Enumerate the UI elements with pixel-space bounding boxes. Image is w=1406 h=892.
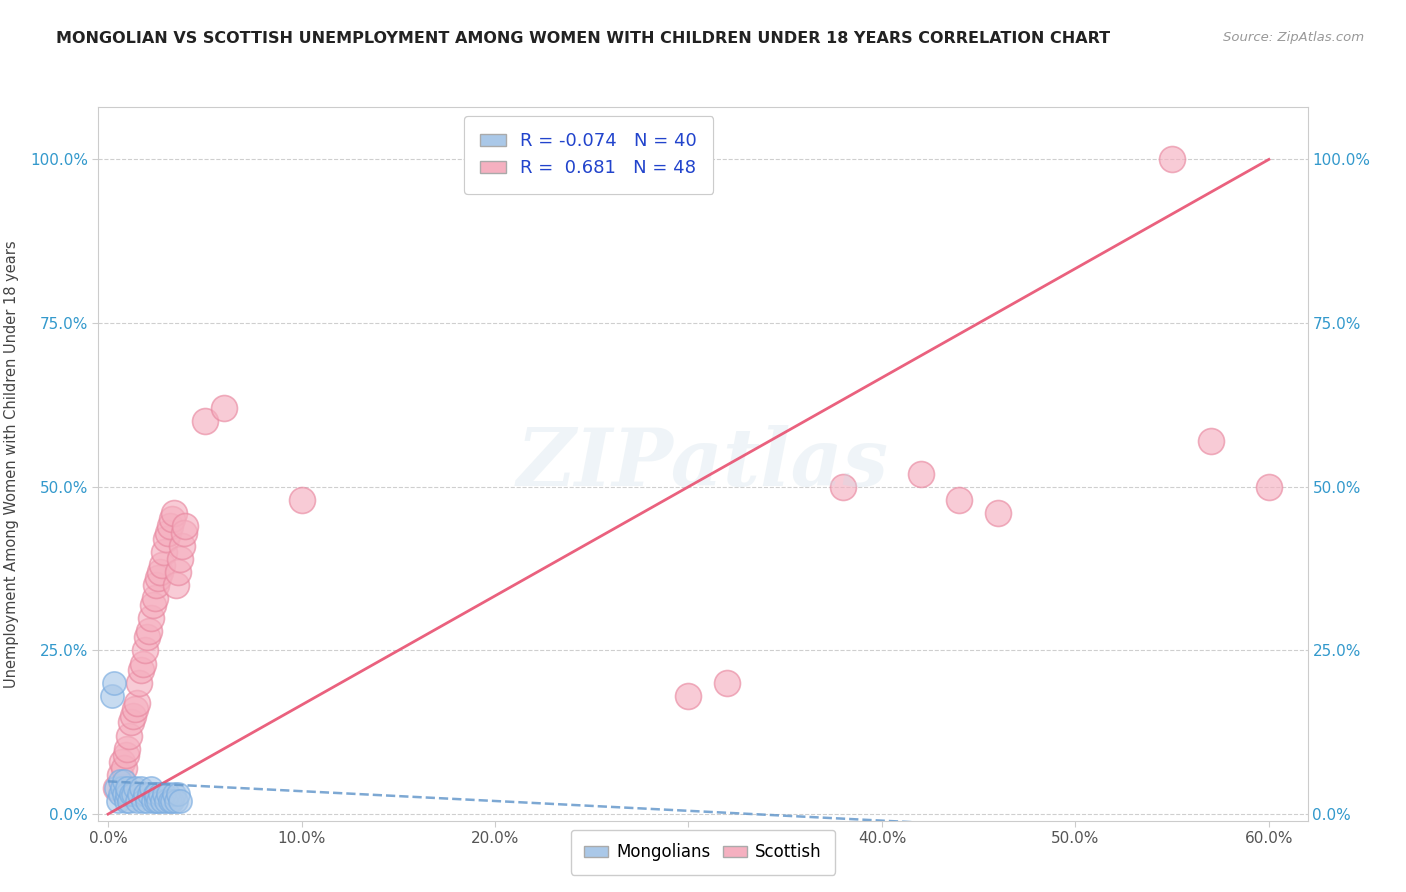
Point [108, 788, 131, 802]
Point [117, 788, 139, 802]
Point [160, 512, 183, 526]
Point [118, 794, 141, 808]
Point [153, 545, 176, 559]
Point [150, 794, 173, 808]
Point [149, 565, 172, 579]
Point [120, 788, 142, 802]
Point [166, 565, 188, 579]
Point [139, 780, 162, 795]
Point [117, 780, 139, 795]
Point [108, 768, 131, 782]
Point [138, 624, 160, 638]
Point [124, 780, 146, 795]
Point [114, 748, 136, 763]
Point [678, 690, 700, 704]
Point [716, 676, 738, 690]
Point [832, 480, 855, 494]
Point [153, 788, 176, 802]
Point [155, 532, 177, 546]
Point [118, 729, 141, 743]
Point [166, 788, 188, 802]
Point [135, 794, 157, 808]
Point [122, 709, 145, 723]
Point [132, 794, 155, 808]
Text: ZIPatlas: ZIPatlas [517, 425, 889, 502]
Legend: Mongolians, Scottish: Mongolians, Scottish [571, 830, 835, 875]
Point [1199, 434, 1222, 448]
Point [163, 506, 186, 520]
Y-axis label: Unemployment Among Women with Children Under 18 years: Unemployment Among Women with Children U… [4, 240, 18, 688]
Point [165, 794, 187, 808]
Point [157, 788, 180, 802]
Point [948, 492, 970, 507]
Point [142, 598, 165, 612]
Point [127, 696, 149, 710]
Point [1257, 480, 1279, 494]
Point [107, 794, 129, 808]
Point [142, 794, 165, 808]
Point [160, 794, 183, 808]
Point [129, 780, 152, 795]
Point [1161, 153, 1184, 167]
Point [165, 578, 187, 592]
Point [112, 788, 135, 802]
Point [134, 643, 156, 657]
Point [143, 788, 166, 802]
Text: MONGOLIAN VS SCOTTISH UNEMPLOYMENT AMONG WOMEN WITH CHILDREN UNDER 18 YEARS CORR: MONGOLIAN VS SCOTTISH UNEMPLOYMENT AMONG… [56, 31, 1111, 46]
Point [104, 780, 127, 795]
Point [169, 551, 191, 566]
Point [150, 558, 173, 573]
Point [169, 794, 191, 808]
Legend: R = -0.074   N = 40, R =  0.681   N = 48: R = -0.074 N = 40, R = 0.681 N = 48 [464, 116, 713, 194]
Point [155, 794, 177, 808]
Point [129, 663, 152, 677]
Point [139, 610, 162, 624]
Point [149, 788, 172, 802]
Point [145, 788, 167, 802]
Point [148, 571, 170, 585]
Point [143, 591, 166, 605]
Point [127, 794, 149, 808]
Point [290, 492, 312, 507]
Point [128, 788, 150, 802]
Point [987, 506, 1010, 520]
Point [120, 715, 142, 730]
Point [173, 525, 195, 540]
Point [138, 788, 160, 802]
Text: Source: ZipAtlas.com: Source: ZipAtlas.com [1223, 31, 1364, 45]
Point [159, 519, 181, 533]
Point [910, 467, 932, 481]
Point [112, 774, 135, 789]
Point [174, 519, 197, 533]
Point [114, 794, 136, 808]
Point [111, 755, 134, 769]
Point [117, 741, 139, 756]
Point [163, 788, 186, 802]
Point [145, 794, 167, 808]
Point [212, 401, 235, 416]
Point [145, 578, 167, 592]
Point [111, 780, 134, 795]
Point [103, 676, 125, 690]
Point [134, 788, 156, 802]
Point [101, 690, 124, 704]
Point [108, 774, 131, 789]
Point [157, 525, 180, 540]
Point [135, 630, 157, 644]
Point [104, 780, 127, 795]
Point [122, 788, 145, 802]
Point [112, 761, 135, 775]
Point [194, 414, 217, 428]
Point [159, 794, 181, 808]
Point [128, 676, 150, 690]
Point [148, 794, 170, 808]
Point [170, 539, 193, 553]
Point [124, 702, 146, 716]
Point [132, 657, 155, 671]
